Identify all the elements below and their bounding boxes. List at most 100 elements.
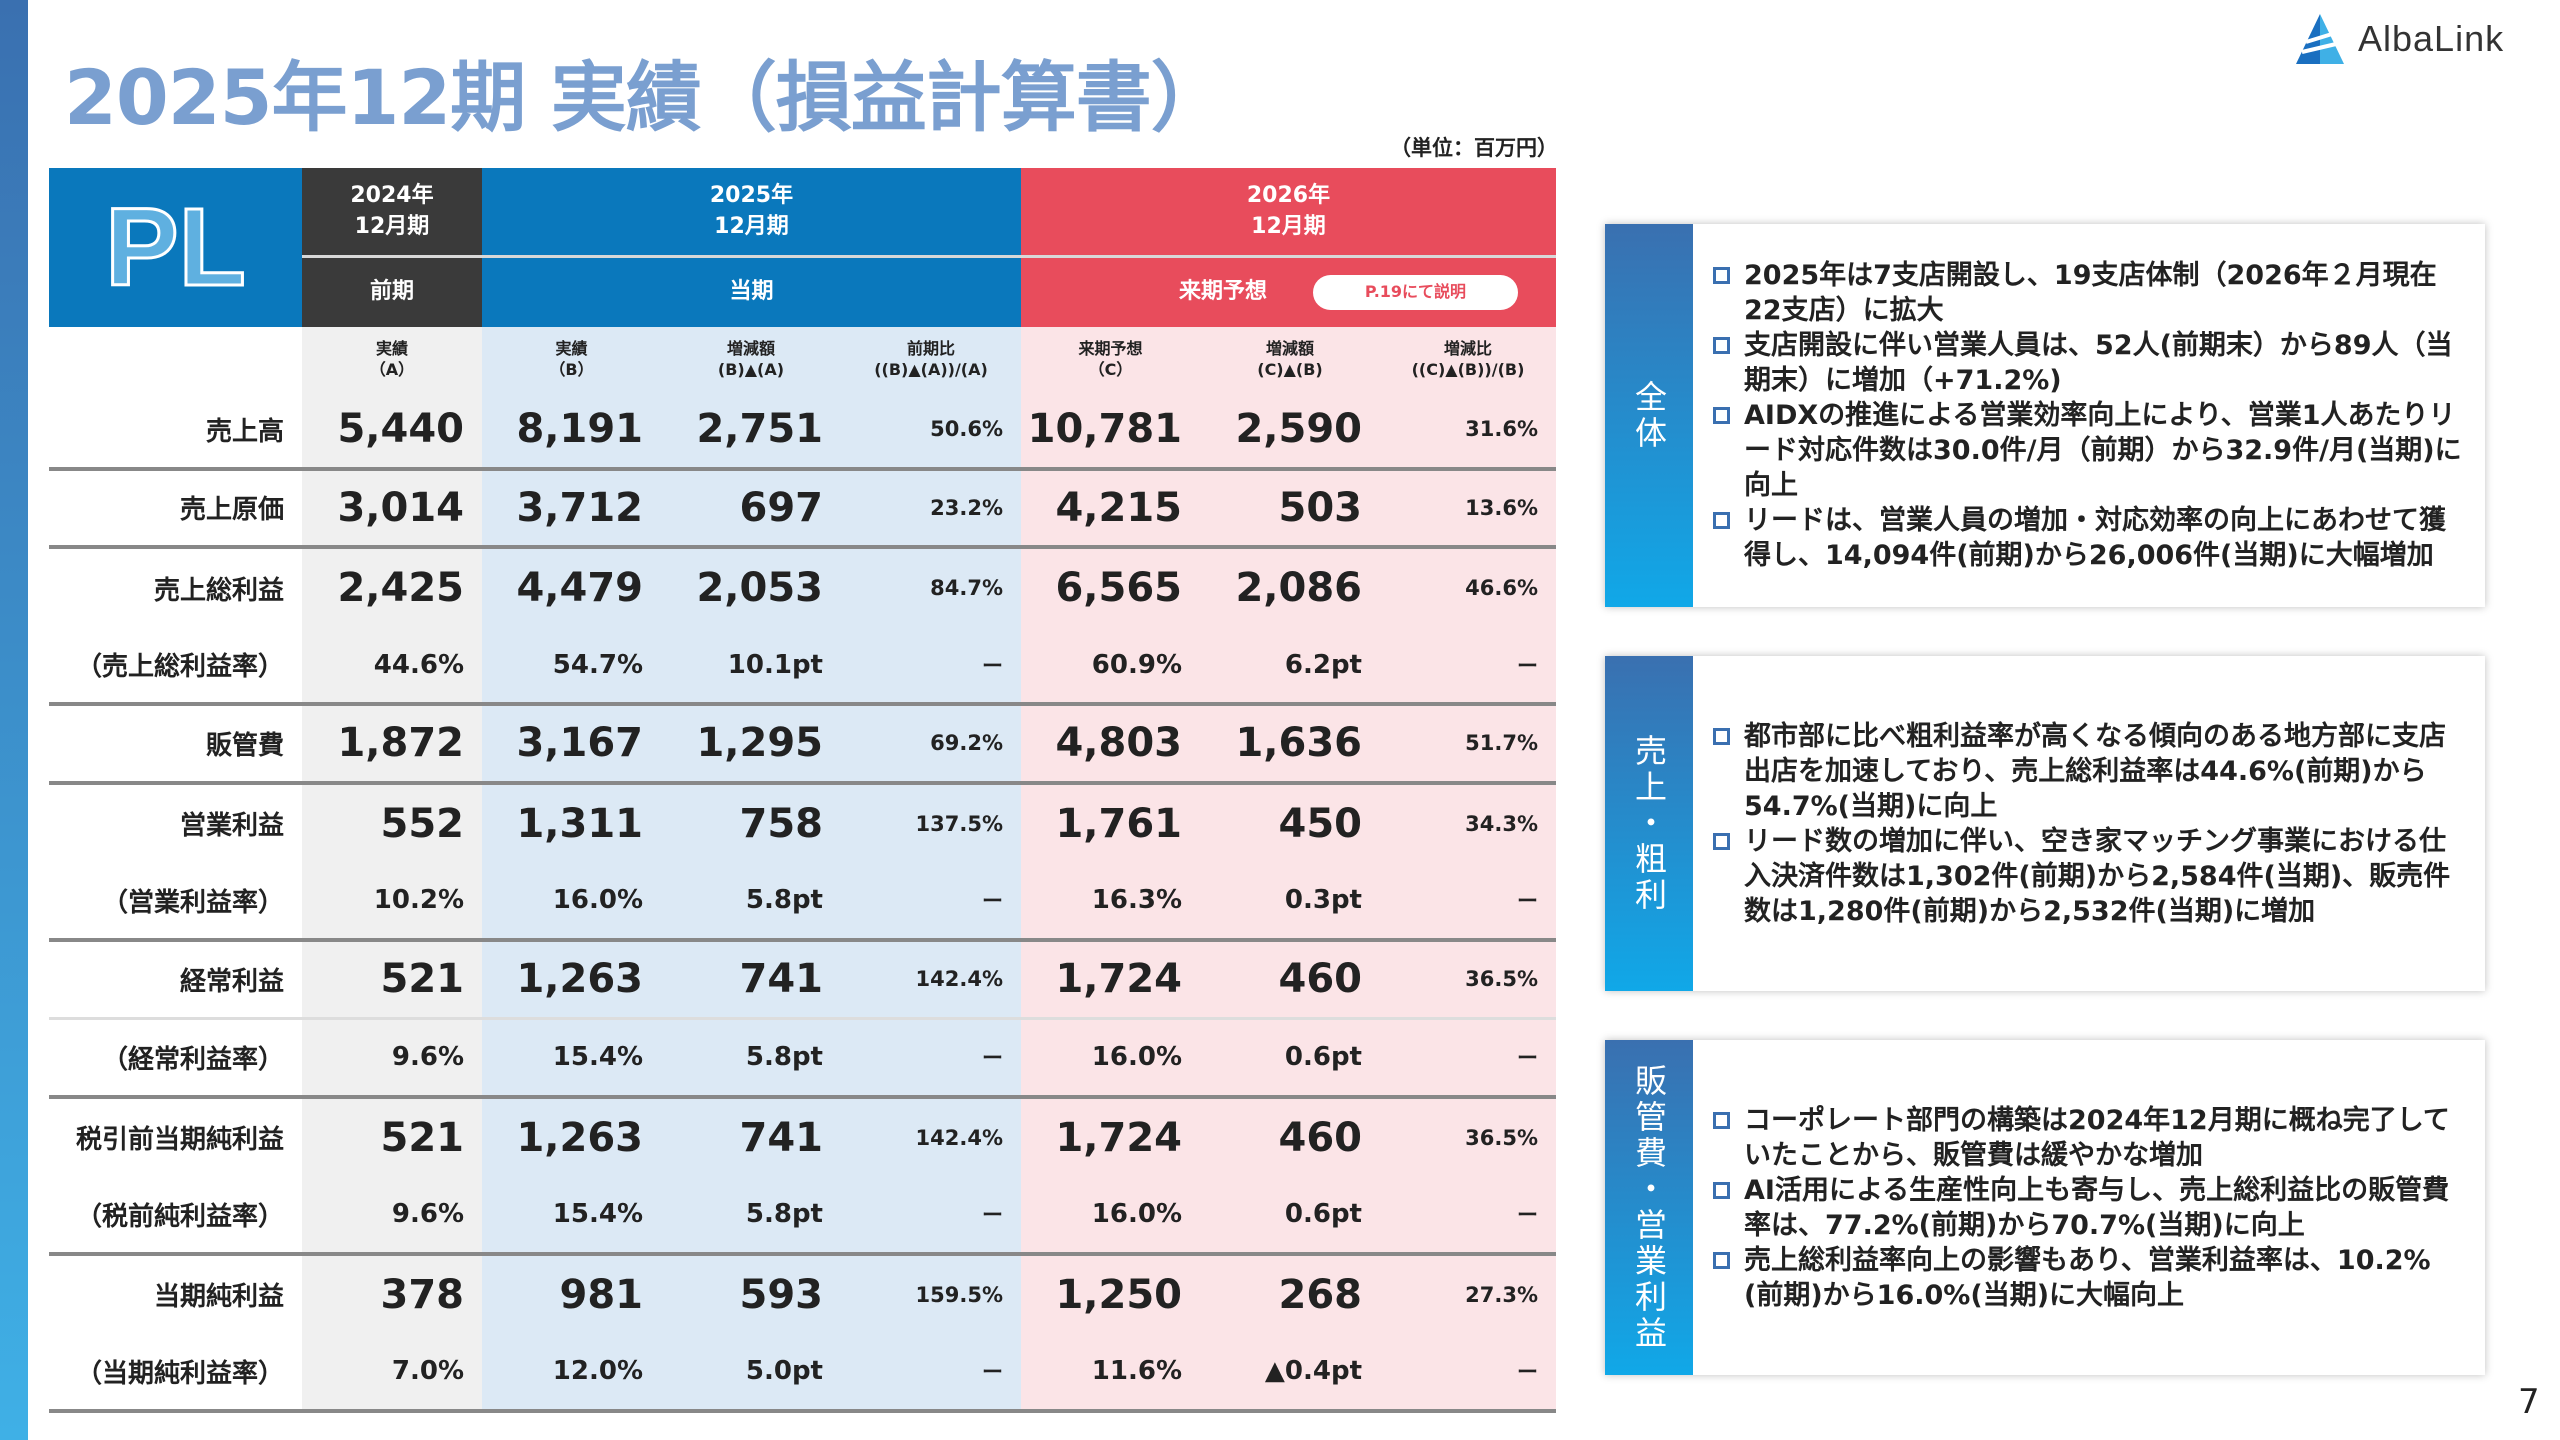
- table-cell: 31.6%: [1380, 392, 1556, 471]
- table-cell: 460: [1200, 1098, 1380, 1177]
- square-bullet-icon: [1713, 832, 1730, 850]
- table-cell: 0.6pt: [1200, 1020, 1380, 1099]
- summary-panel: 全体 2025年は7支店開設し、19支店体制（2026年２月現在22支店）に拡大支…: [1605, 224, 2485, 607]
- table-cell: 5,440: [302, 392, 482, 471]
- panel-bullet: リードは、営業人員の増加・対応効率の向上にあわせて獲得し、14,094件(前期)…: [1713, 503, 2465, 573]
- table-cell: 1,761: [1021, 784, 1200, 863]
- group-cur: 当期: [482, 258, 1021, 327]
- table-row: （営業利益率） 10.2% 16.0% 5.8pt ー 16.3% 0.3pt ー: [49, 863, 1556, 942]
- table-cell: 521: [302, 941, 482, 1020]
- column-subheader: 増減額 (B)▲(A): [661, 327, 841, 392]
- table-cell: 54.7%: [482, 627, 661, 706]
- table-cell: 60.9%: [1021, 627, 1200, 706]
- column-subheader: 来期予想 （C）: [1021, 327, 1200, 392]
- table-row: 経常利益 521 1,263 741 142.4% 1,724 460 36.5%: [49, 941, 1556, 1020]
- panel-bullet: 支店開設に伴い営業人員は、52人(前期末）から89人（当期末）に増加（+71.2…: [1713, 328, 2465, 398]
- table-cell: 2,590: [1200, 392, 1380, 471]
- panel-bullet: AI活用による生産性向上も寄与し、売上総利益比の販管費率は、77.2%(前期)か…: [1713, 1173, 2465, 1243]
- panel-bullet: 売上総利益率向上の影響もあり、営業利益率は、10.2%(前期)から16.0%(当…: [1713, 1243, 2465, 1313]
- table-cell: ー: [841, 863, 1021, 942]
- table-cell: 6.2pt: [1200, 627, 1380, 706]
- pl-table: PL 2024年 12月期 2025年 12月期 2026年 12月期 前期 当期 来…: [49, 168, 1556, 1413]
- page-title: 2025年12期 実績（損益計算書）: [64, 53, 1227, 142]
- table-cell: 12.0%: [482, 1334, 661, 1413]
- table-cell: 36.5%: [1380, 1098, 1556, 1177]
- table-cell: 4,215: [1021, 470, 1200, 549]
- fc-explain-badge[interactable]: P.19にて説明: [1313, 275, 1518, 310]
- summary-panel: 売上・粗利 都市部に比べ粗利益率が高くなる傾向のある地方部に支店出店を加速しており…: [1605, 656, 2485, 991]
- table-cell: ー: [841, 1177, 1021, 1256]
- table-cell: 2,425: [302, 549, 482, 628]
- panel-tag: 全体: [1605, 224, 1693, 607]
- table-cell: 10.2%: [302, 863, 482, 942]
- table-cell: 159.5%: [841, 1255, 1021, 1334]
- table-cell: 3,167: [482, 706, 661, 785]
- table-cell: 5.0pt: [661, 1334, 841, 1413]
- table-cell: 51.7%: [1380, 706, 1556, 785]
- table-cell: 741: [661, 941, 841, 1020]
- table-cell: 69.2%: [841, 706, 1021, 785]
- row-label: 経常利益: [49, 941, 302, 1020]
- table-cell: 50.6%: [841, 392, 1021, 471]
- table-row: （税前純利益率） 9.6% 15.4% 5.8pt ー 16.0% 0.6pt ー: [49, 1177, 1556, 1256]
- table-row: （当期純利益率） 7.0% 12.0% 5.0pt ー 11.6% ▲0.4pt ー: [49, 1334, 1556, 1413]
- row-label: 売上総利益: [49, 549, 302, 628]
- column-subheader: 前期比 ((B)▲(A))/(A): [841, 327, 1021, 392]
- pl-label: PL: [49, 168, 302, 327]
- unit-label: （単位：百万円）: [1390, 136, 1558, 160]
- table-cell: 0.3pt: [1200, 863, 1380, 942]
- table-row: 税引前当期純利益 521 1,263 741 142.4% 1,724 460 36.5%: [49, 1098, 1556, 1177]
- table-cell: 36.5%: [1380, 941, 1556, 1020]
- table-cell: 4,479: [482, 549, 661, 628]
- table-row: 営業利益 552 1,311 758 137.5% 1,761 450 34.3%: [49, 784, 1556, 863]
- table-cell: ー: [1380, 863, 1556, 942]
- table-cell: 593: [661, 1255, 841, 1334]
- table-cell: 6,565: [1021, 549, 1200, 628]
- table-cell: 1,250: [1021, 1255, 1200, 1334]
- table-cell: 1,636: [1200, 706, 1380, 785]
- table-cell: 4,803: [1021, 706, 1200, 785]
- table-cell: 981: [482, 1255, 661, 1334]
- table-cell: 11.6%: [1021, 1334, 1200, 1413]
- row-label: （当期純利益率）: [49, 1334, 302, 1413]
- table-row: 販管費 1,872 3,167 1,295 69.2% 4,803 1,636 51.7%: [49, 706, 1556, 785]
- square-bullet-icon: [1713, 407, 1730, 424]
- table-cell: 1,263: [482, 1098, 661, 1177]
- table-cell: 1,295: [661, 706, 841, 785]
- table-cell: 142.4%: [841, 941, 1021, 1020]
- table-row: 売上総利益 2,425 4,479 2,053 84.7% 6,565 2,086 46.6%: [49, 549, 1556, 628]
- table-cell: 16.3%: [1021, 863, 1200, 942]
- table-cell: 13.6%: [1380, 470, 1556, 549]
- table-cell: 1,311: [482, 784, 661, 863]
- table-cell: 758: [661, 784, 841, 863]
- table-row: 当期純利益 378 981 593 159.5% 1,250 268 27.3%: [49, 1255, 1556, 1334]
- panel-tag: 販管費・営業利益: [1605, 1040, 1693, 1375]
- page-number: 7: [2518, 1382, 2540, 1422]
- square-bullet-icon: [1713, 512, 1730, 529]
- table-cell: 46.6%: [1380, 549, 1556, 628]
- header-fc-period: 2026年 12月期: [1021, 168, 1556, 258]
- table-cell: ー: [841, 627, 1021, 706]
- table-cell: 15.4%: [482, 1020, 661, 1099]
- table-cell: 137.5%: [841, 784, 1021, 863]
- table-cell: 9.6%: [302, 1020, 482, 1099]
- table-cell: 34.3%: [1380, 784, 1556, 863]
- table-cell: 2,751: [661, 392, 841, 471]
- table-cell: ー: [1380, 1177, 1556, 1256]
- row-label: （税前純利益率）: [49, 1177, 302, 1256]
- table-cell: 3,014: [302, 470, 482, 549]
- table-cell: 5.8pt: [661, 863, 841, 942]
- table-cell: 0.6pt: [1200, 1177, 1380, 1256]
- table-cell: 450: [1200, 784, 1380, 863]
- table-cell: 521: [302, 1098, 482, 1177]
- table-cell: 268: [1200, 1255, 1380, 1334]
- panel-bullet: コーポレート部門の構築は2024年12月期に概ね完了していたことから、販管費は緩…: [1713, 1103, 2465, 1173]
- table-row: （経常利益率） 9.6% 15.4% 5.8pt ー 16.0% 0.6pt ー: [49, 1020, 1556, 1099]
- table-cell: 1,263: [482, 941, 661, 1020]
- panel-bullet: リード数の増加に伴い、空き家マッチング事業における仕入決済件数は1,302件(前…: [1713, 824, 2465, 929]
- table-cell: 16.0%: [1021, 1020, 1200, 1099]
- table-cell: 3,712: [482, 470, 661, 549]
- table-cell: 1,872: [302, 706, 482, 785]
- row-label: 売上原価: [49, 470, 302, 549]
- row-label: （経常利益率）: [49, 1020, 302, 1099]
